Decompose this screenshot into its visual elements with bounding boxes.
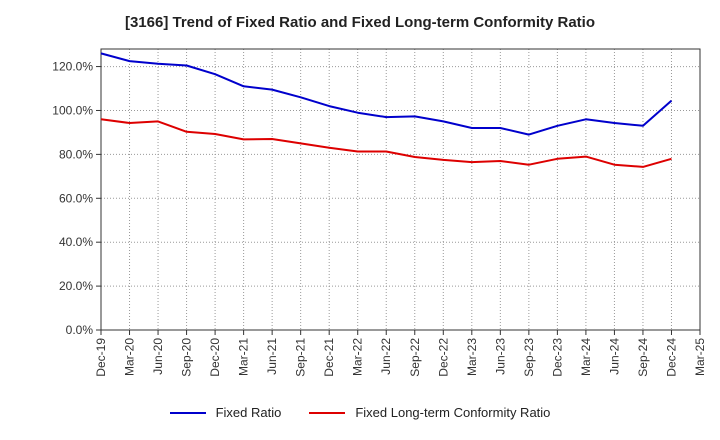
y-tick-label: 0.0% <box>66 323 94 337</box>
legend-item-fixed-ratio: Fixed Ratio <box>169 405 282 420</box>
legend-swatch-conformity-ratio <box>309 411 346 414</box>
legend-label-fixed-ratio: Fixed Ratio <box>215 405 282 420</box>
x-tick-label: Mar-24 <box>579 338 593 376</box>
series-line-conformity-ratio <box>100 118 672 168</box>
x-tick-label: Sep-21 <box>294 338 308 377</box>
y-tick-label: 20.0% <box>59 279 93 293</box>
x-tick-label: Mar-22 <box>351 338 365 376</box>
x-tick-label: Jun-21 <box>265 338 279 375</box>
x-tick-label: Dec-22 <box>436 338 450 377</box>
tick-labels: 0.0% 20.0% 40.0% 60.0% 80.0% 100.0% 120.0% Dec-… <box>52 60 707 377</box>
x-tick-label: Sep-24 <box>636 338 650 377</box>
x-tick-label: Mar-23 <box>465 338 479 376</box>
x-tick-label: Mar-20 <box>123 338 137 376</box>
x-tick-label: Sep-22 <box>408 338 422 377</box>
legend-swatch-fixed-ratio <box>169 411 206 414</box>
x-tick-label: Mar-25 <box>693 338 707 376</box>
x-tick-label: Jun-24 <box>607 338 621 375</box>
y-tick-label: 40.0% <box>59 235 93 249</box>
y-tick-label: 120.0% <box>52 60 93 74</box>
legend: Fixed Ratio Fixed Long-term Conformity R… <box>0 405 720 420</box>
x-tick-label: Jun-20 <box>151 338 165 375</box>
x-tick-label: Dec-20 <box>208 338 222 377</box>
y-tick-label: 80.0% <box>59 147 93 161</box>
grid-layer <box>101 49 701 330</box>
x-tick-label: Sep-23 <box>522 338 536 377</box>
chart-title: [3166] Trend of Fixed Ratio and Fixed Lo… <box>124 14 596 31</box>
legend-label-conformity-ratio: Fixed Long-term Conformity Ratio <box>355 405 551 420</box>
x-tick-label: Sep-20 <box>180 338 194 377</box>
x-tick-label: Jun-22 <box>379 338 393 375</box>
y-tick-label: 100.0% <box>52 103 93 117</box>
series-line-fixed-ratio <box>100 52 673 136</box>
x-tick-label: Mar-21 <box>237 338 251 376</box>
series-layer <box>100 52 673 168</box>
x-tick-label: Dec-21 <box>322 338 336 377</box>
x-tick-label: Jun-23 <box>493 338 507 375</box>
legend-item-conformity-ratio: Fixed Long-term Conformity Ratio <box>309 405 550 420</box>
plot-frame <box>100 48 701 331</box>
axis-layer <box>96 48 701 335</box>
x-tick-label: Dec-19 <box>94 338 108 377</box>
x-tick-label: Dec-24 <box>664 338 678 377</box>
y-tick-label: 60.0% <box>59 191 93 205</box>
x-tick-label: Dec-23 <box>550 338 564 377</box>
